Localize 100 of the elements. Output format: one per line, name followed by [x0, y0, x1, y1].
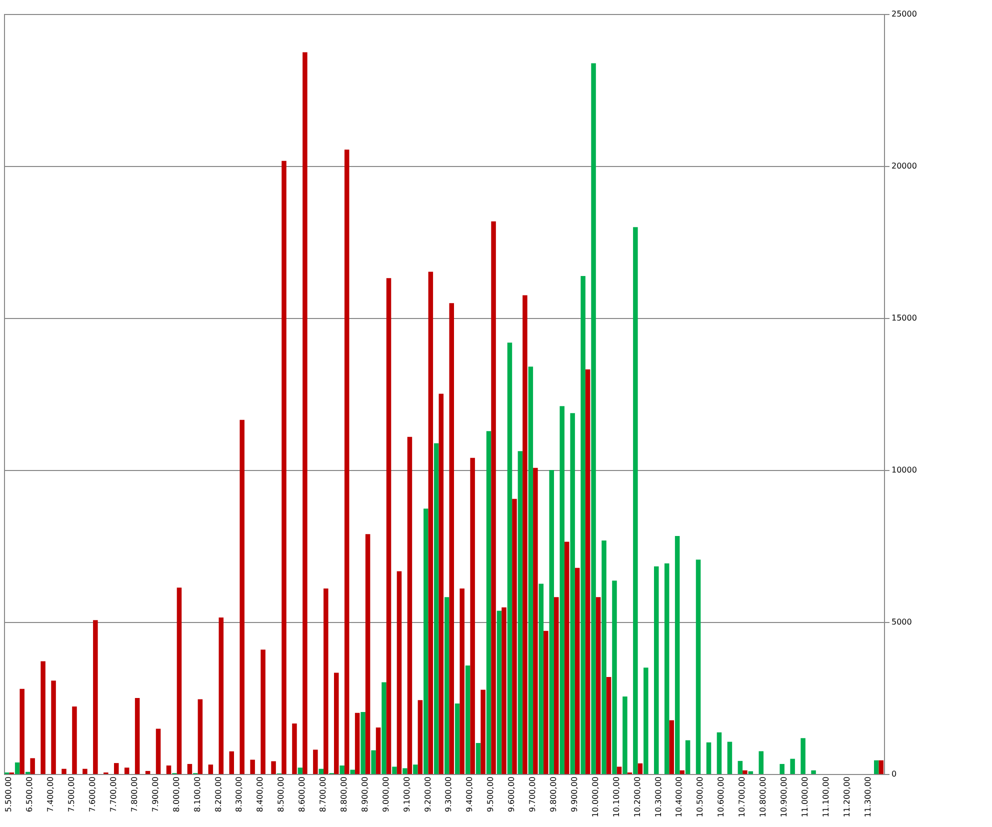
- bar: [166, 765, 172, 774]
- bar: [298, 768, 303, 774]
- x-tick-label: 9.800,00: [549, 776, 558, 812]
- bar: [93, 620, 98, 774]
- bar: [669, 720, 674, 774]
- bar: [114, 763, 119, 774]
- bar: [250, 760, 255, 774]
- x-tick-label: 9.600,00: [507, 776, 516, 812]
- x-tick-label: 9.100,00: [402, 776, 412, 812]
- bar: [51, 680, 56, 774]
- bar: [145, 770, 150, 774]
- bar: [549, 470, 554, 774]
- bar: [622, 696, 628, 774]
- bar: [654, 566, 659, 774]
- bar: [156, 728, 161, 774]
- bar: [424, 508, 428, 774]
- bar: [602, 540, 606, 774]
- bar: [780, 764, 784, 774]
- bar: [187, 764, 192, 774]
- bar: [302, 52, 308, 774]
- bar: [758, 751, 764, 774]
- bar: [208, 764, 214, 774]
- bar: [570, 413, 575, 774]
- bar: [664, 563, 670, 774]
- y-tick-label: 10000: [892, 466, 917, 474]
- bar: [727, 742, 732, 774]
- bar: [486, 431, 492, 774]
- bar: [591, 63, 596, 774]
- bar: [292, 724, 297, 774]
- bar: [585, 369, 590, 774]
- bar: [392, 766, 397, 774]
- bar: [354, 712, 360, 774]
- bar: [14, 762, 20, 774]
- x-tick-label: 9.200,00: [423, 776, 432, 812]
- bar: [428, 272, 434, 774]
- bar: [82, 768, 88, 774]
- bar: [522, 295, 528, 774]
- bar: [134, 698, 140, 774]
- x-tick-label: 8.500,00: [276, 776, 286, 812]
- x-tick-label: 9.500,00: [486, 776, 496, 812]
- x-tick-label: 8.900,00: [360, 776, 370, 812]
- bar: [413, 764, 418, 774]
- bar: [449, 303, 454, 774]
- bar: [229, 751, 234, 774]
- x-tick-label: 10.600,00: [716, 776, 726, 818]
- x-tick-label: 7.500,00: [67, 776, 76, 812]
- x-tick-label: 11.000,00: [800, 776, 810, 818]
- bar: [176, 588, 182, 774]
- x-tick-label: 8.600,00: [298, 776, 307, 812]
- bar: [518, 451, 523, 774]
- bar: [502, 607, 506, 774]
- bar: [260, 650, 266, 774]
- bar: [465, 665, 470, 774]
- x-tick-label: 10.400,00: [674, 776, 684, 818]
- bar: [606, 677, 612, 774]
- bar: [638, 763, 643, 774]
- bar: [612, 580, 617, 774]
- bar: [334, 672, 339, 774]
- bar: [528, 366, 534, 774]
- bar: [124, 768, 130, 774]
- x-tick-label: 10.500,00: [696, 776, 705, 818]
- bar: [706, 742, 712, 774]
- bar: [324, 588, 328, 774]
- bar: [544, 630, 548, 774]
- bar: [350, 770, 355, 774]
- bar: [434, 443, 439, 774]
- bar: [560, 406, 564, 774]
- bar: [596, 597, 601, 774]
- x-tick-label: 7.900,00: [150, 776, 160, 812]
- bar: [30, 758, 35, 774]
- bar: [616, 766, 622, 774]
- bar: [382, 682, 386, 774]
- bar: [685, 740, 690, 774]
- bar: [72, 706, 77, 774]
- bar: [538, 584, 544, 774]
- bar: [344, 150, 350, 774]
- bar: [496, 610, 502, 774]
- bar: [365, 534, 370, 774]
- bar: [874, 760, 879, 774]
- bar: [564, 542, 570, 774]
- bar: [418, 700, 423, 774]
- x-tick-label: 8.700,00: [318, 776, 328, 812]
- bar: [318, 768, 324, 774]
- bar: [790, 758, 795, 774]
- x-tick-label: 7.800,00: [130, 776, 139, 812]
- bar: [40, 661, 46, 774]
- bar: [360, 712, 366, 774]
- bar: [396, 571, 402, 774]
- bar: [633, 227, 638, 774]
- y-tick-label: 0: [892, 770, 897, 778]
- bar: [742, 770, 748, 774]
- bar: [674, 536, 680, 774]
- bar: [313, 750, 318, 774]
- x-tick-label: 9.300,00: [444, 776, 454, 812]
- bar: [644, 668, 648, 774]
- x-tick-label: 10.100,00: [612, 776, 621, 818]
- bar: [62, 768, 66, 774]
- bar: [476, 742, 481, 774]
- x-tick-label: 8.100,00: [192, 776, 202, 812]
- x-tick-label: 8.000,00: [172, 776, 181, 812]
